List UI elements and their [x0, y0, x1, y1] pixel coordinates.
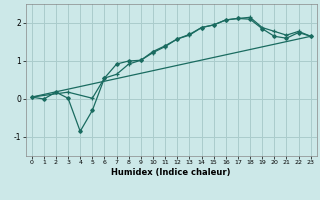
- X-axis label: Humidex (Indice chaleur): Humidex (Indice chaleur): [111, 168, 231, 177]
